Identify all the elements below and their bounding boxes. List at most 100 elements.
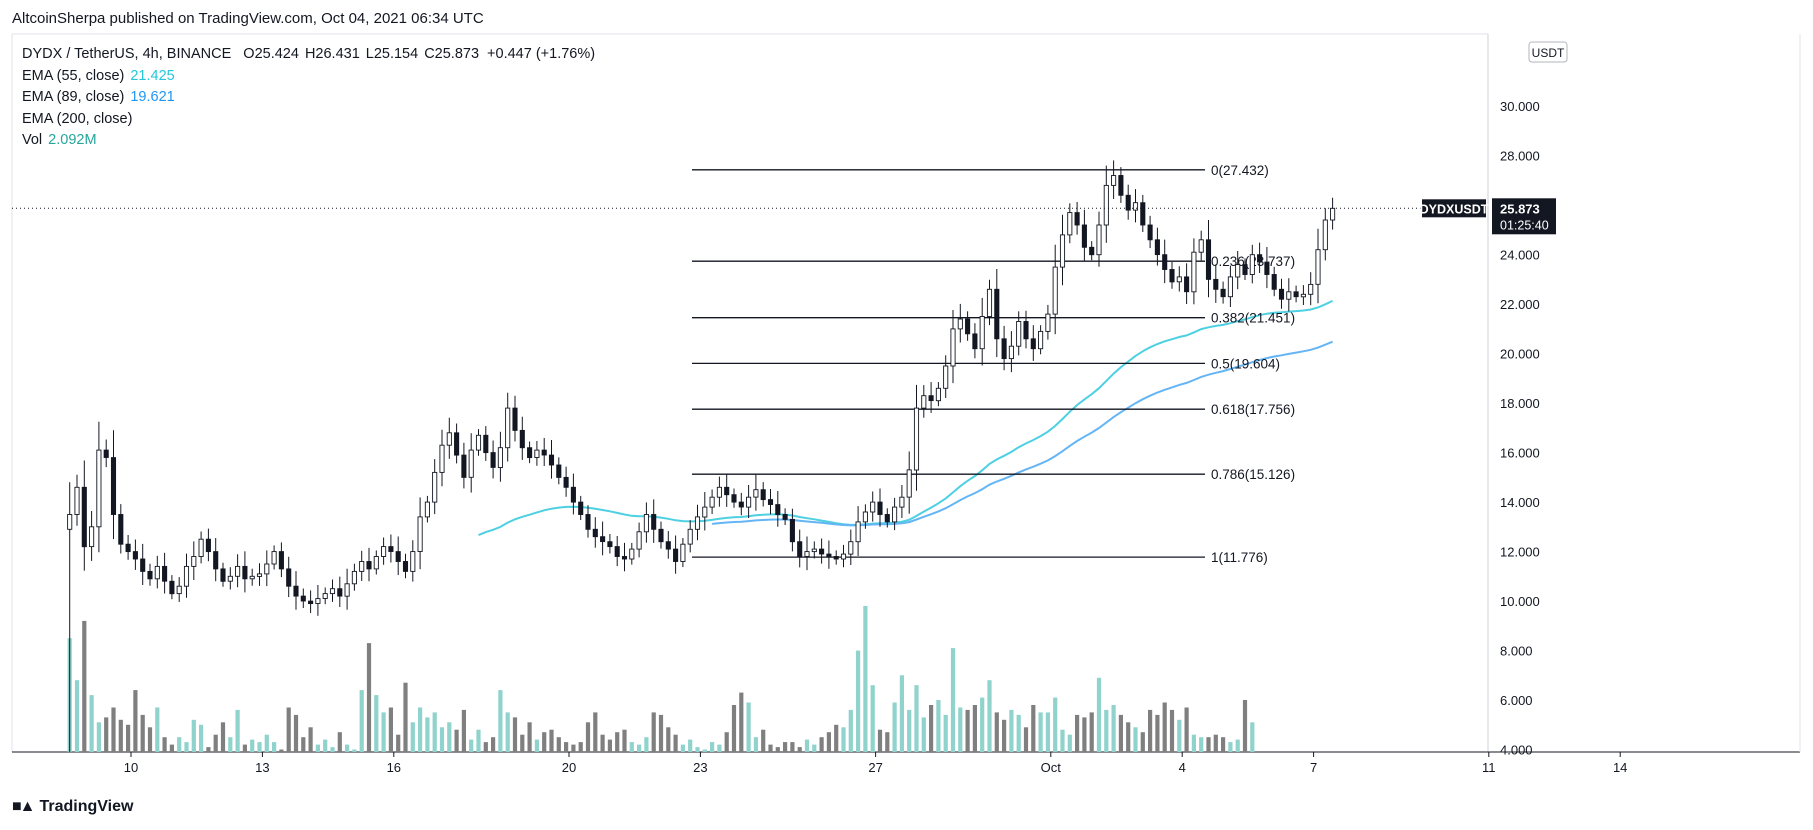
volume-bar: [826, 732, 831, 752]
volume-bar: [644, 737, 649, 752]
volume-bar: [191, 719, 196, 752]
volume-bar: [330, 747, 335, 752]
candle-body: [921, 395, 927, 409]
candle-body: [950, 328, 956, 367]
volume-bar: [74, 680, 80, 752]
volume-bar: [359, 690, 364, 752]
candle-body: [775, 504, 781, 515]
candle-body: [1184, 276, 1190, 293]
indicator-row[interactable]: EMA (89, close) 19.621: [22, 87, 595, 109]
volume-bar: [1140, 732, 1145, 752]
volume-bar: [950, 648, 956, 752]
candle-body: [1059, 234, 1066, 268]
candle-body: [235, 565, 241, 577]
volume-bar: [1213, 734, 1218, 752]
candle-body: [1001, 338, 1007, 360]
volume-bar: [293, 714, 299, 752]
candle-body: [1198, 239, 1204, 253]
candle-body: [1023, 321, 1029, 340]
volume-bar: [965, 709, 970, 752]
symbol-legend-row[interactable]: DYDX / TetherUS, 4h, BINANCE O25.424 H26.…: [22, 44, 595, 66]
x-tick-label: 10: [124, 760, 138, 775]
ohlc-values: O25.424 H26.431 L25.154 C25.873: [235, 46, 479, 62]
tradingview-brand[interactable]: ■▲ TradingView: [12, 798, 133, 816]
volume-bar: [140, 714, 145, 752]
volume-bar: [396, 734, 401, 752]
volume-bar: [235, 709, 240, 752]
volume-bar: [914, 685, 919, 752]
volume-bar: [1082, 717, 1087, 752]
candle-body: [957, 318, 963, 330]
candle-body: [1008, 345, 1014, 360]
volume-bar: [111, 707, 116, 752]
volume-bar: [943, 714, 948, 752]
candle-body: [410, 551, 416, 572]
volume-bar: [564, 742, 569, 752]
volume-bar: [388, 707, 393, 752]
volume-bar: [863, 606, 868, 752]
price-change: +0.447 (+1.76%): [487, 46, 596, 62]
fib-retracement[interactable]: 0(27.432)0.236(23.737)0.382(21.451)0.5(1…: [692, 163, 1295, 565]
volume-bar: [476, 729, 481, 752]
currency-label: USDT: [1532, 46, 1565, 60]
indicator-row[interactable]: EMA (200, close): [22, 109, 595, 131]
volume-bar: [731, 705, 737, 752]
volume-bar: [520, 734, 525, 752]
candle-body: [366, 561, 372, 570]
candle-body: [899, 496, 905, 508]
candle-body: [337, 588, 343, 597]
volume-bar: [1067, 734, 1072, 752]
volume-bar: [1118, 714, 1123, 752]
volume-bar: [629, 742, 634, 752]
indicator-label: Vol: [22, 132, 43, 148]
volume-bar: [571, 744, 576, 752]
candle-body: [162, 565, 168, 582]
volume-bar: [768, 744, 773, 752]
candle-body: [322, 593, 328, 599]
volume-bar: [1242, 700, 1248, 752]
candle-body: [731, 494, 737, 503]
volume-bar: [666, 727, 671, 752]
fib-level-label: 1(11.776): [1211, 550, 1268, 565]
candle-body: [395, 551, 401, 562]
indicator-value: 19.621: [130, 89, 175, 105]
volume-bar: [607, 739, 612, 752]
volume-bar: [578, 742, 583, 752]
candle-body: [665, 541, 671, 550]
candle-body: [840, 553, 847, 560]
fib-level-label: 0.382(21.451): [1211, 311, 1295, 326]
volume-bar: [425, 717, 430, 752]
volume-bar: [761, 729, 766, 752]
candle-body: [227, 575, 233, 582]
candle-body: [979, 316, 985, 350]
volume-bar: [680, 744, 685, 752]
candle-body: [402, 561, 409, 572]
volume-bar: [512, 717, 518, 752]
candle-body: [811, 548, 817, 553]
volume-bar: [1228, 742, 1233, 752]
indicator-row[interactable]: Vol 2.092M: [22, 130, 595, 152]
x-tick-label: 16: [387, 760, 401, 775]
volume-bar: [374, 695, 379, 752]
candle-body: [629, 548, 635, 560]
candle-body: [1257, 254, 1263, 263]
indicator-row[interactable]: EMA (55, close) 21.425: [22, 66, 595, 88]
volume-bar: [658, 714, 664, 752]
fib-level-label: 0.618(17.756): [1211, 402, 1295, 417]
volume-bar: [1089, 712, 1094, 752]
candle-body: [884, 514, 890, 523]
volume-bar: [439, 727, 445, 752]
candle-body: [1111, 175, 1117, 186]
fib-level-label: 0.5(19.604): [1211, 356, 1280, 371]
volume-bar: [1148, 709, 1153, 752]
candle-body: [1205, 239, 1212, 280]
candle-body: [1052, 266, 1058, 315]
volume-bar: [1162, 702, 1167, 752]
candle-body: [1220, 288, 1226, 298]
volume-bar: [257, 742, 262, 752]
volume-bar: [1104, 709, 1109, 752]
y-tick-label: 16.000: [1500, 446, 1540, 461]
volume-bar: [724, 732, 729, 752]
candle-body: [264, 563, 270, 575]
